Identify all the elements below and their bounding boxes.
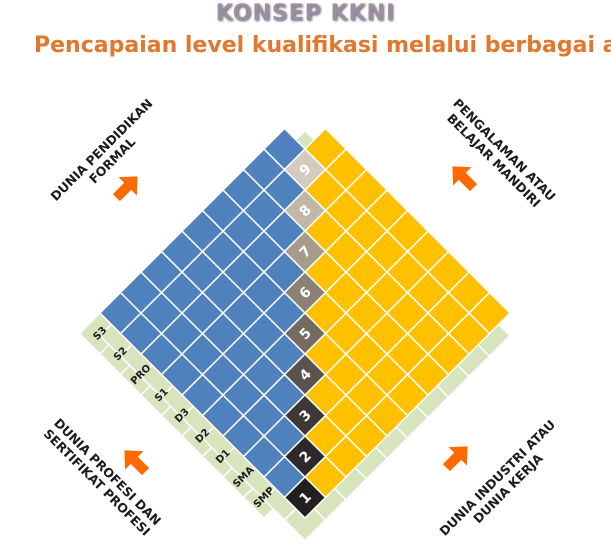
qualification-level-cell [283,147,327,192]
arrow-up-left-icon [452,166,478,192]
arrow-up-right-icon [112,176,138,202]
page-subtitle: Pencapaian level kualifikasi melalui ber… [34,33,611,58]
arrow-up-left-icon [124,450,150,476]
page-title: KONSEP KKNI [215,1,396,26]
arrow-up-right-icon [442,446,468,472]
